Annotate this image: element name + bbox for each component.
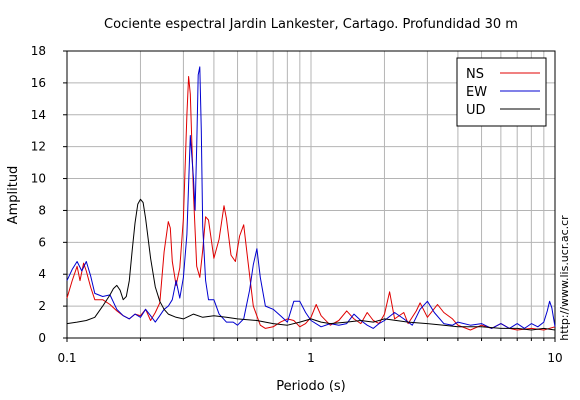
y-axis: 0 2 4 6 8 10 12 14 16 18 — [31, 44, 67, 345]
y-tick-label: 8 — [38, 203, 46, 217]
legend-label-ew: EW — [466, 85, 487, 100]
x-tick-label: 10 — [547, 351, 562, 365]
x-tick-label: 0.1 — [57, 351, 76, 365]
legend-box — [456, 57, 547, 127]
y-tick-label: 10 — [31, 172, 46, 186]
chart-title: Cociente espectral Jardin Lankester, Car… — [104, 17, 518, 32]
y-tick-label: 14 — [31, 108, 46, 122]
source-url-label: http://www.lis.ucr.ac.cr — [558, 215, 571, 341]
x-axis-label: Periodo (s) — [276, 379, 346, 394]
y-axis-label: Amplitud — [6, 166, 21, 225]
legend: NS EW UD — [456, 57, 547, 127]
x-axis: 0.1 1 10 — [57, 338, 563, 365]
x-tick-label: 1 — [307, 351, 315, 365]
legend-label-ud: UD — [466, 103, 486, 118]
y-tick-label: 2 — [38, 299, 46, 313]
series-layer — [66, 66, 556, 331]
y-tick-label: 18 — [31, 44, 46, 58]
series-line-ew — [66, 66, 556, 329]
series-line-ud — [66, 198, 556, 331]
y-tick-label: 6 — [38, 235, 46, 249]
y-tick-label: 4 — [38, 267, 46, 281]
y-tick-label: 0 — [38, 331, 46, 345]
series-line-ns — [66, 76, 556, 331]
y-tick-label: 12 — [31, 140, 46, 154]
y-tick-label: 16 — [31, 76, 46, 90]
legend-label-ns: NS — [466, 67, 484, 82]
